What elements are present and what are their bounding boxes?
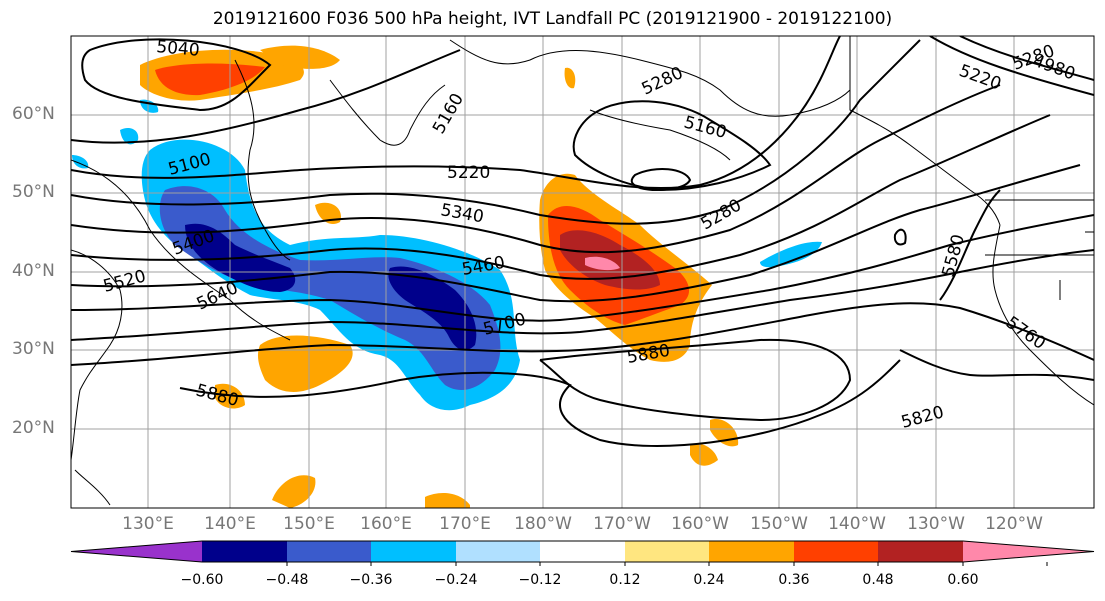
colorbar-tick-label: −0.36 — [349, 572, 393, 588]
height-contours — [71, 36, 1094, 447]
lon-tick-label: 180°W — [514, 514, 572, 534]
colorbar-tick-label: 0.24 — [693, 572, 725, 588]
colorbar-segment — [794, 541, 878, 562]
lon-tick-label: 130°E — [122, 514, 174, 534]
colorbar-segment — [540, 541, 625, 562]
lon-tick-label: 160°E — [360, 514, 412, 534]
lon-tick-label: 170°E — [439, 514, 491, 534]
lat-tick-label: 40°N — [12, 261, 55, 281]
colorbar-tick-label: 0.48 — [862, 572, 894, 588]
colorbar-tick-label: −0.48 — [265, 572, 309, 588]
contour-label: 5220 — [447, 163, 490, 183]
colorbar-segment — [625, 541, 709, 562]
lat-tick-label: 20°N — [12, 418, 55, 438]
colorbar-tick-label: −0.60 — [180, 572, 224, 588]
coastlines — [71, 36, 1094, 506]
lon-tick-label: 120°W — [985, 514, 1043, 534]
map-area: 5040 5100 5160 5220 5280 5160 5280 5340 … — [71, 36, 1094, 508]
colorbar-segment — [963, 541, 1094, 562]
colorbar-tick-label: 0.60 — [947, 572, 979, 588]
chart-title: 2019121600 F036 500 hPa height, IVT Land… — [212, 9, 893, 29]
lat-tick-label: 30°N — [12, 339, 55, 359]
lon-tick-label: 140°W — [828, 514, 886, 534]
colorbar-outline — [70, 540, 1095, 563]
colorbar-segment — [371, 541, 456, 562]
colorbar-segment — [709, 541, 794, 562]
lon-tick-label: 150°E — [283, 514, 335, 534]
lon-tick-label: 160°W — [671, 514, 729, 534]
colorbar-tick-label: 0.12 — [609, 572, 641, 588]
graticule — [71, 36, 1094, 508]
colorbar-tick-label: −0.12 — [518, 572, 562, 588]
lon-tick-label: 130°W — [907, 514, 965, 534]
colorbar — [70, 540, 1095, 566]
colorbar-tick-label: −0.24 — [434, 572, 478, 588]
colorbar-segment — [456, 541, 540, 562]
lat-tick-label: 50°N — [12, 182, 55, 202]
ivt-negative-shading — [72, 99, 822, 411]
colorbar-segment — [287, 541, 371, 562]
colorbar-segment — [878, 541, 963, 562]
lat-tick-label: 60°N — [12, 104, 55, 124]
map-frame — [70, 35, 1095, 509]
lon-tick-label: 170°W — [593, 514, 651, 534]
colorbar-segment — [202, 541, 287, 562]
lon-tick-label: 140°E — [204, 514, 256, 534]
colorbar-segment — [71, 541, 202, 562]
colorbar-tick-label: 0.36 — [778, 572, 810, 588]
lon-tick-label: 150°W — [750, 514, 808, 534]
contour-label: 5040 — [156, 37, 201, 61]
